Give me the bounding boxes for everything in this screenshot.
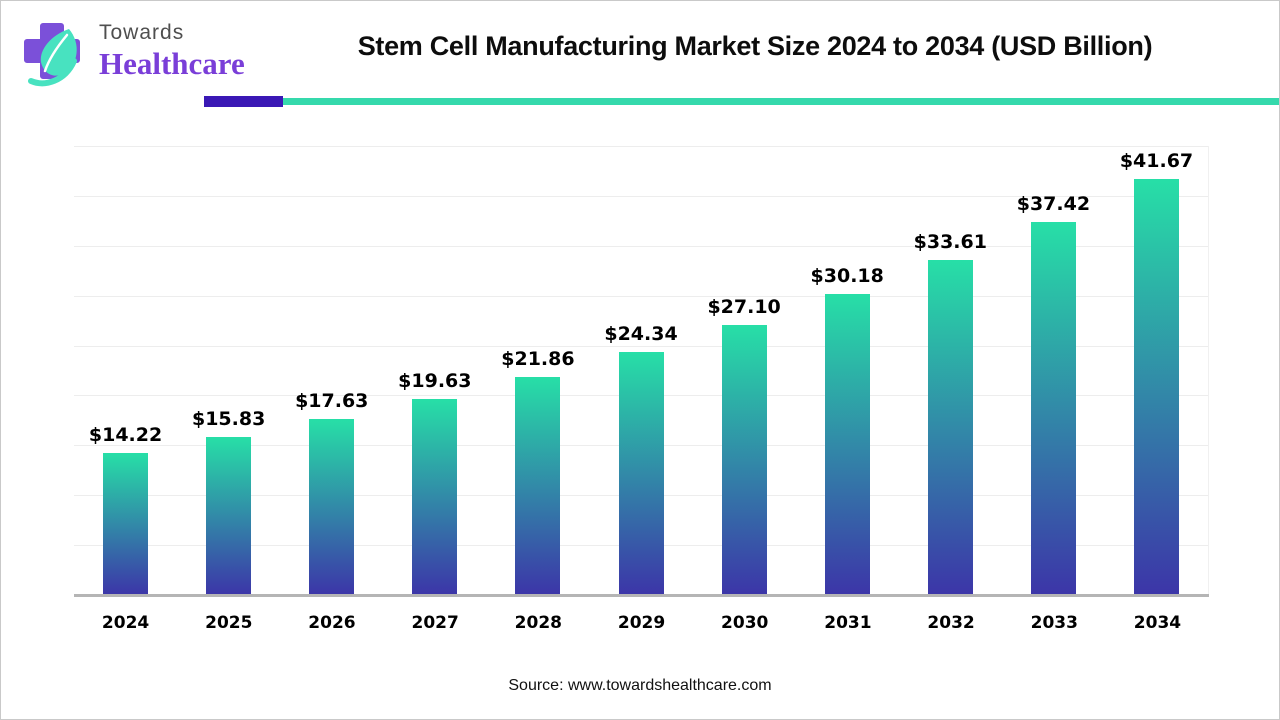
plot-area: $14.22 $15.83 $17.63 $19.63 $21.86 $24.34 $27.… <box>74 146 1209 595</box>
logo-text: Towards Healthcare <box>99 21 245 82</box>
bar-group: $27.10 <box>693 146 796 595</box>
header-rule-purple-segment <box>204 96 283 107</box>
bar-group: $24.34 <box>589 146 692 595</box>
x-axis-label-2031: 2031 <box>824 613 872 633</box>
x-axis-label-2024: 2024 <box>101 613 150 633</box>
bar-group: $21.86 <box>486 146 589 595</box>
gridline <box>74 295 1208 297</box>
bar-group: $19.63 <box>383 146 486 595</box>
chart-title: Stem Cell Manufacturing Market Size 2024… <box>357 31 1153 61</box>
bar-value-label: $21.86 <box>501 347 575 370</box>
gridline <box>74 245 1208 247</box>
bar-value-label: $19.63 <box>398 370 472 393</box>
bar-2025[interactable] <box>206 437 252 595</box>
gridline <box>74 195 1208 197</box>
x-axis-label-2030: 2030 <box>721 613 769 633</box>
bar-value-label: $41.67 <box>1119 150 1194 173</box>
bar-group: $41.67 <box>1105 146 1208 595</box>
towards-healthcare-logo: Towards Healthcare <box>17 13 267 93</box>
header: Towards Healthcare Stem Cell Manufacturi… <box>1 1 1279 113</box>
logo-healthcare-text: Healthcare <box>99 46 245 81</box>
x-axis-label-2034: 2034 <box>1133 613 1182 633</box>
bar-group: $15.83 <box>177 146 280 595</box>
x-axis-label-2026: 2026 <box>308 613 356 633</box>
bar-group: $30.18 <box>796 146 899 595</box>
x-axis-label-2029: 2029 <box>617 613 666 633</box>
bar-2030[interactable] <box>721 324 767 595</box>
source-attribution: Source: www.towardshealthcare.com <box>508 677 772 694</box>
bar-value-label: $15.83 <box>191 408 266 431</box>
bar-2027[interactable] <box>412 399 458 595</box>
bar-2029[interactable] <box>618 352 664 595</box>
bar-value-label: $14.22 <box>88 424 163 447</box>
bar-group: $37.42 <box>1002 146 1105 595</box>
header-rule-teal-segment <box>283 98 1279 105</box>
bar-value-label: $37.42 <box>1016 192 1091 215</box>
x-axis-label-2028: 2028 <box>514 613 562 633</box>
gridline <box>74 345 1208 347</box>
logo-towards-text: Towards <box>99 21 185 44</box>
bar-value-label: $24.34 <box>604 323 678 346</box>
bar-value-label: $30.18 <box>810 264 884 287</box>
x-axis-label-2032: 2032 <box>927 613 975 633</box>
bar-2031[interactable] <box>824 293 870 595</box>
bar-2028[interactable] <box>515 376 561 595</box>
gridline <box>74 146 1208 147</box>
x-axis-labels: 2024 2025 2026 2027 2028 2029 2030 2031 2032 2033… <box>74 613 1209 633</box>
x-axis-label-2027: 2027 <box>411 613 459 633</box>
bar-2032[interactable] <box>927 259 973 595</box>
bar-group: $14.22 <box>74 146 177 595</box>
bar-2024[interactable] <box>103 453 149 595</box>
bar-value-label: $33.61 <box>913 230 987 253</box>
x-axis-label-2033: 2033 <box>1030 613 1078 633</box>
bar-group: $17.63 <box>280 146 383 595</box>
bar-2033[interactable] <box>1030 221 1076 595</box>
bars-row: $14.22 $15.83 $17.63 $19.63 $21.86 $24.34 $27.… <box>74 146 1208 595</box>
x-axis-line <box>74 594 1209 597</box>
bar-2026[interactable] <box>309 419 355 595</box>
logo-cross-leaf-icon <box>24 23 80 87</box>
x-axis-label-2025: 2025 <box>205 613 253 633</box>
bar-group: $33.61 <box>899 146 1002 595</box>
bar-value-label: $17.63 <box>295 390 369 413</box>
bar-value-label: $27.10 <box>707 295 781 318</box>
bar-2034[interactable] <box>1133 179 1179 595</box>
